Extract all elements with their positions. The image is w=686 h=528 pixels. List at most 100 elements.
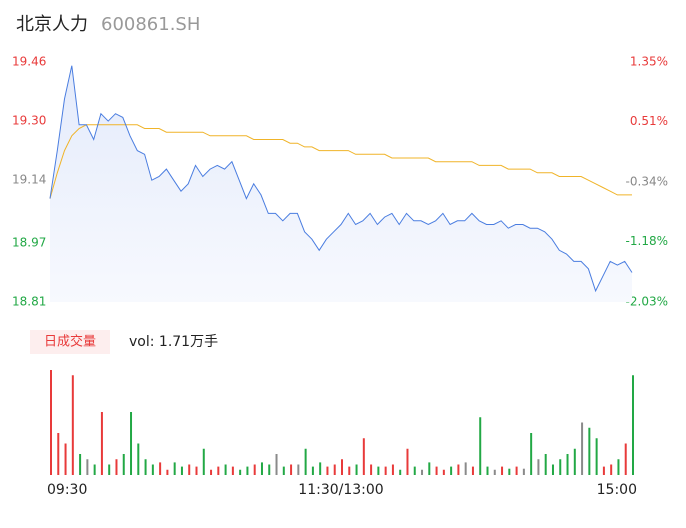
- volume-bar: [551, 464, 554, 475]
- volume-bar: [50, 370, 52, 475]
- volume-tab-bg[interactable]: [30, 330, 110, 354]
- volume-bar: [333, 464, 336, 475]
- volume-bar: [610, 464, 613, 475]
- y-tick-label: 18.81: [12, 295, 46, 309]
- volume-summary: vol: 1.71万手: [129, 334, 218, 350]
- volume-bar: [588, 427, 591, 475]
- volume-bar: [86, 459, 89, 475]
- stock-name: 北京人力: [16, 14, 88, 35]
- volume-bar: [559, 459, 562, 475]
- volume-bar: [144, 459, 147, 475]
- volume-bar: [260, 462, 263, 475]
- volume-bar: [93, 464, 96, 475]
- volume-bar: [180, 466, 183, 475]
- y2-tick-label: -2.03%: [626, 295, 668, 309]
- x-tick-label: 09:30: [47, 482, 87, 498]
- volume-bar: [57, 433, 60, 475]
- volume-bar: [391, 464, 394, 475]
- volume-bar: [71, 375, 74, 475]
- stock-code: 600861.SH: [101, 14, 200, 35]
- y-tick-label: 19.46: [12, 55, 46, 69]
- volume-bar: [435, 466, 438, 475]
- volume-bar: [319, 462, 322, 475]
- volume-bar: [632, 375, 634, 475]
- y-tick-label: 18.97: [12, 235, 46, 249]
- volume-bar: [210, 469, 213, 475]
- plot: 19.46 19.30 19.14 18.97 18.81 1.35% 0.51% -0.34…: [12, 55, 668, 499]
- volume-bar: [348, 466, 351, 475]
- y-tick-label: 19.14: [12, 173, 46, 187]
- volume-bar: [246, 466, 249, 475]
- volume-bar: [268, 464, 271, 475]
- x-tick-label: 11:30/13:00: [298, 482, 383, 498]
- volume-bar: [290, 464, 293, 475]
- volume-bar: [602, 466, 605, 475]
- volume-bar: [479, 417, 482, 475]
- volume-bar: [188, 464, 191, 475]
- volume-bar: [115, 459, 118, 475]
- volume-bar: [442, 469, 445, 475]
- volume-bar: [421, 469, 424, 475]
- volume-bar: [566, 454, 569, 475]
- volume-bar: [64, 443, 67, 475]
- volume-bar: [515, 466, 518, 475]
- volume-bar: [341, 459, 343, 475]
- volume-bar: [573, 448, 576, 475]
- price-line: [49, 65, 633, 293]
- volume-bar: [202, 448, 205, 475]
- volume-bar: [231, 466, 234, 475]
- volume-bar: [297, 464, 300, 475]
- volume-bar: [377, 466, 380, 475]
- volume-bar: [253, 464, 256, 475]
- price-area: [50, 65, 632, 302]
- volume-bar: [384, 466, 387, 475]
- volume-bar: [217, 466, 220, 475]
- volume-bar: [457, 464, 460, 475]
- volume-bar: [79, 454, 82, 475]
- volume-bar: [137, 443, 140, 475]
- volume-bar: [151, 464, 154, 475]
- volume-bar: [166, 469, 169, 475]
- volume-bar: [471, 466, 474, 475]
- volume-bar: [304, 448, 307, 475]
- volume-bar: [326, 466, 329, 475]
- volume-bar: [581, 422, 584, 475]
- volume-bar: [464, 462, 467, 475]
- volume-bar: [362, 438, 365, 475]
- volume-bar: [428, 462, 431, 475]
- volume-bar: [311, 466, 314, 475]
- y2-tick-label: -0.34%: [626, 175, 668, 189]
- volume-bar: [617, 459, 620, 475]
- volume-bar: [282, 466, 285, 475]
- volume-bar: [108, 464, 111, 475]
- volume-bar: [493, 469, 496, 475]
- volume-bar: [122, 454, 125, 475]
- volume-bar: [406, 448, 409, 475]
- y2-tick-label: 0.51%: [630, 114, 668, 128]
- volume-bar: [100, 412, 103, 475]
- volume-bar: [486, 466, 489, 475]
- average-line: [49, 124, 632, 199]
- volume-bar: [537, 459, 540, 475]
- volume-bar: [624, 443, 627, 475]
- y2-tick-label: 1.35%: [630, 55, 668, 69]
- volume-bar: [450, 466, 453, 475]
- volume-bar: [399, 469, 402, 475]
- volume-bar: [413, 466, 416, 475]
- volume-bar: [130, 412, 133, 475]
- volume-bar: [370, 464, 373, 475]
- y2-tick-label: -1.18%: [626, 234, 668, 248]
- volume-bar: [501, 466, 504, 475]
- volume-bar: [355, 464, 358, 475]
- volume-bar: [195, 466, 198, 475]
- volume-tab[interactable]: 日成交量: [44, 334, 96, 350]
- x-tick-label: 15:00: [597, 482, 637, 498]
- volume-bar: [159, 462, 162, 475]
- volume-bar: [522, 468, 525, 475]
- volume-bar: [224, 464, 227, 475]
- volume-bar: [544, 454, 547, 475]
- volume-bar: [530, 433, 533, 475]
- volume-bar: [239, 469, 242, 475]
- volume-bar: [508, 468, 511, 475]
